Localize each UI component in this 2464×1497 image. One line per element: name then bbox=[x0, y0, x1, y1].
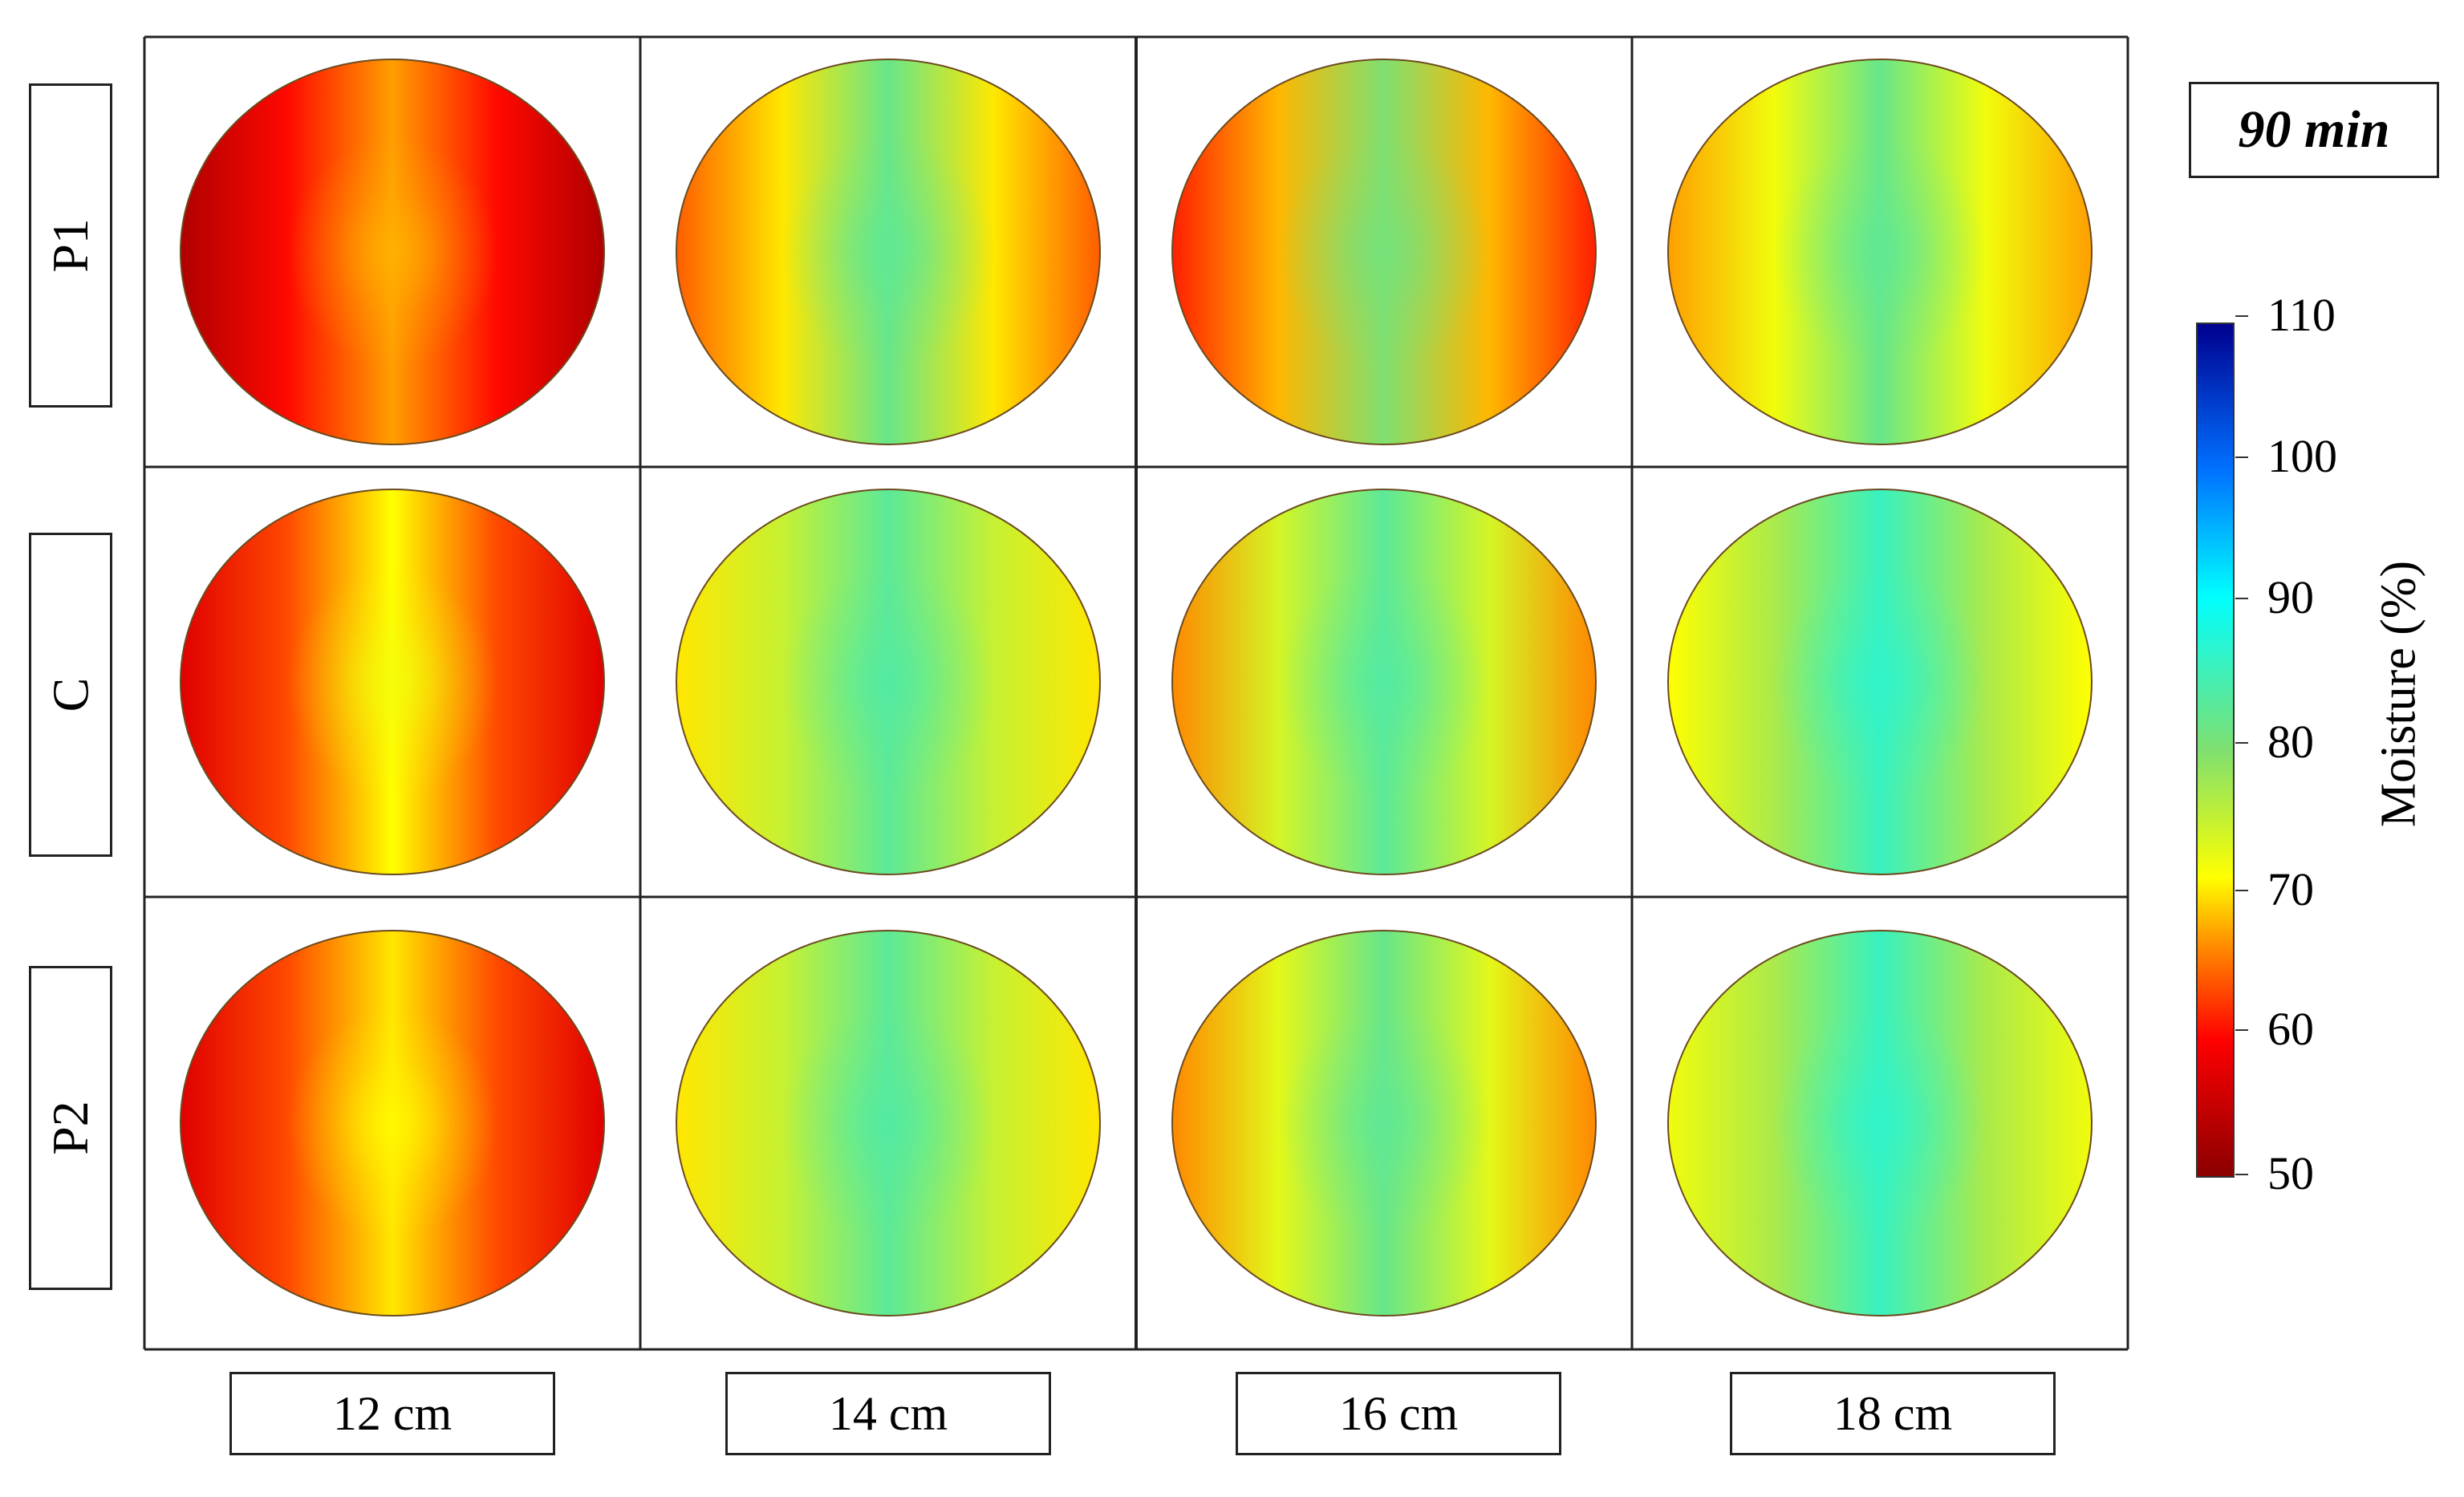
moisture-map-p2-16cm bbox=[1171, 930, 1597, 1316]
grid-lines bbox=[143, 35, 2129, 1351]
moisture-map-p1-18cm bbox=[1667, 59, 2093, 445]
moisture-map-c-18cm bbox=[1667, 489, 2093, 875]
row-label-p1: P1 bbox=[29, 83, 112, 408]
moisture-map-core bbox=[1774, 136, 1986, 367]
colorbar-tick-110: 110 bbox=[2235, 289, 2336, 341]
column-label-16cm: 16 cm bbox=[1236, 1372, 1561, 1455]
moisture-map-p1-12cm bbox=[180, 59, 605, 445]
moisture-map-c-14cm bbox=[676, 489, 1101, 875]
moisture-map-core bbox=[1774, 566, 1986, 797]
moisture-map-core bbox=[1774, 1008, 1986, 1239]
colorbar-title: Moisture (%) bbox=[2371, 560, 2426, 828]
moisture-map-p1-16cm bbox=[1171, 59, 1597, 445]
moisture-map-core bbox=[1278, 1008, 1490, 1239]
column-label-14cm: 14 cm bbox=[725, 1372, 1051, 1455]
moisture-map-core bbox=[782, 566, 994, 797]
moisture-map-p2-14cm bbox=[676, 930, 1101, 1316]
row-label-c: C bbox=[29, 533, 112, 857]
colorbar-tick-60: 60 bbox=[2235, 1003, 2314, 1055]
moisture-map-core bbox=[286, 566, 498, 797]
moisture-map-core bbox=[286, 136, 498, 367]
moisture-maps bbox=[180, 59, 2093, 1316]
moisture-map-core bbox=[782, 1008, 994, 1239]
colorbar bbox=[2196, 323, 2235, 1178]
moisture-map-c-16cm bbox=[1171, 489, 1597, 875]
colorbar-tick-80: 80 bbox=[2235, 716, 2314, 768]
colorbar-tick-100: 100 bbox=[2235, 430, 2337, 482]
time-label: 90 min bbox=[2189, 82, 2439, 178]
colorbar-tick-90: 90 bbox=[2235, 571, 2314, 623]
colorbar-tick-50: 50 bbox=[2235, 1147, 2314, 1199]
moisture-map-c-12cm bbox=[180, 489, 605, 875]
colorbar-tick-70: 70 bbox=[2235, 863, 2314, 915]
moisture-map-p2-12cm bbox=[180, 930, 605, 1316]
moisture-map-core bbox=[286, 1008, 498, 1239]
moisture-map-p2-18cm bbox=[1667, 930, 2093, 1316]
column-label-12cm: 12 cm bbox=[229, 1372, 555, 1455]
moisture-map-core bbox=[1278, 566, 1490, 797]
moisture-map-core bbox=[1278, 136, 1490, 367]
moisture-map-p1-14cm bbox=[676, 59, 1101, 445]
moisture-map-core bbox=[782, 136, 994, 367]
row-label-p2: P2 bbox=[29, 966, 112, 1290]
column-label-18cm: 18 cm bbox=[1730, 1372, 2056, 1455]
